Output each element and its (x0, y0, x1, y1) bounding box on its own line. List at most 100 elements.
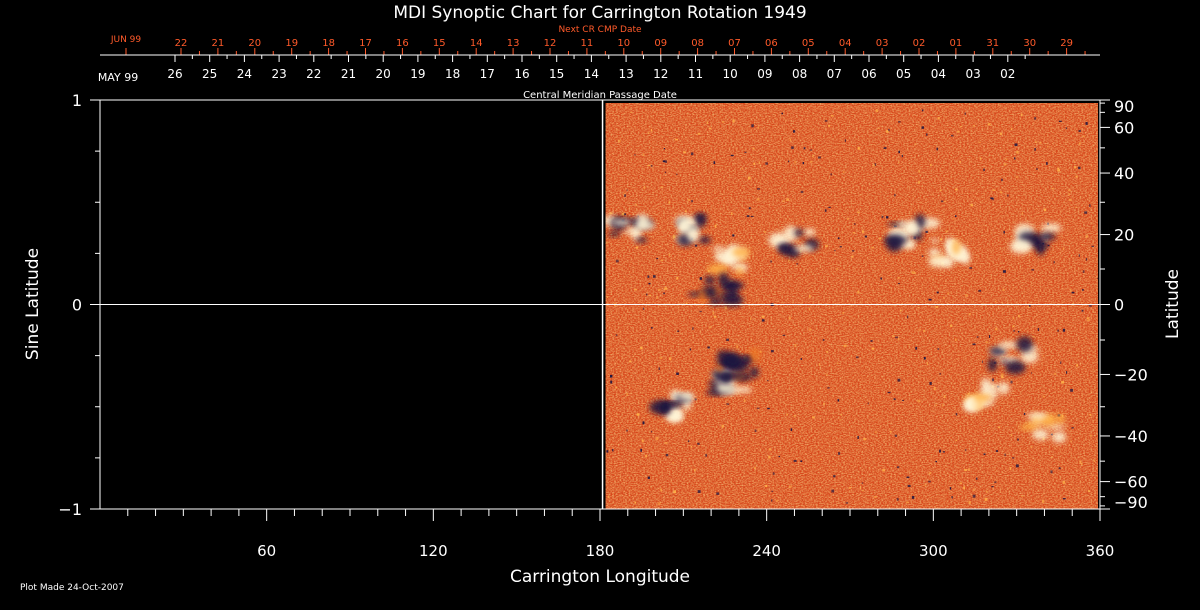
network-speck (1017, 438, 1019, 441)
network-speck (891, 335, 895, 337)
network-speck (749, 317, 752, 320)
network-speck (842, 311, 844, 314)
network-speck (765, 484, 768, 488)
network-speck (968, 468, 970, 471)
cmp-date-label: 13 (618, 67, 633, 81)
network-speck (871, 347, 875, 350)
network-speck (995, 327, 998, 331)
network-speck (699, 310, 702, 313)
polarity-patch (778, 244, 788, 252)
network-speck (1002, 270, 1006, 273)
network-speck (664, 442, 668, 444)
network-speck (642, 153, 645, 157)
next-cr-date-label: 12 (544, 38, 557, 49)
active-region (963, 377, 1010, 412)
network-speck (1014, 143, 1018, 147)
next-cr-date-label: 03 (876, 38, 889, 49)
network-speck (606, 241, 608, 245)
network-speck (676, 277, 679, 280)
network-speck (852, 232, 855, 234)
network-speck (694, 398, 697, 401)
network-speck (792, 130, 796, 133)
network-speck (694, 244, 698, 247)
next-cr-date-label: 18 (322, 38, 335, 49)
network-speck (989, 335, 991, 338)
network-speck (1010, 128, 1013, 130)
polarity-patch (783, 225, 799, 242)
network-speck (943, 200, 947, 202)
network-speck (684, 210, 687, 213)
network-speck (888, 128, 890, 132)
network-speck (937, 117, 940, 120)
network-speck (840, 413, 843, 416)
polarity-patch (1041, 223, 1062, 233)
cmp-date-label: 05 (896, 67, 911, 81)
network-speck (1069, 288, 1072, 292)
polarity-patch (679, 392, 694, 400)
network-speck (1043, 395, 1045, 398)
network-speck (1027, 306, 1030, 308)
network-speck (881, 215, 884, 219)
network-speck (760, 351, 762, 353)
polarity-patch (989, 346, 1006, 356)
network-speck (939, 372, 941, 375)
network-speck (935, 404, 937, 406)
network-speck (831, 489, 835, 493)
network-speck (911, 271, 915, 274)
network-speck (1071, 291, 1075, 294)
next-cr-month-label: JUN 99 (110, 35, 142, 45)
polarity-patch (687, 227, 700, 243)
network-speck (896, 466, 900, 469)
y-right-tick-label: 60 (1114, 118, 1134, 137)
network-speck (822, 339, 825, 341)
network-speck (713, 315, 717, 318)
network-speck (1062, 247, 1064, 251)
network-speck (1051, 187, 1054, 190)
network-speck (1078, 254, 1080, 257)
network-speck (1062, 328, 1066, 332)
network-speck (949, 487, 952, 490)
active-region (1018, 412, 1067, 443)
network-speck (857, 435, 859, 439)
network-speck (788, 316, 791, 320)
cmp-date-label: 07 (827, 67, 842, 81)
network-speck (808, 308, 811, 311)
network-speck (714, 224, 717, 228)
network-speck (933, 387, 936, 390)
polarity-patch (942, 257, 954, 268)
network-speck (1035, 141, 1037, 143)
polarity-patch (1051, 431, 1067, 443)
network-speck (643, 186, 646, 189)
network-speck (650, 430, 653, 433)
network-speck (951, 496, 953, 499)
next-cr-date-label: 21 (212, 38, 225, 49)
x-tick-label: 300 (919, 542, 948, 560)
network-speck (647, 275, 650, 278)
cmp-date-label: 11 (688, 67, 703, 81)
y-left-tick-label: 1 (72, 91, 82, 110)
network-speck (645, 454, 647, 458)
network-speck (1001, 375, 1004, 378)
network-speck (973, 124, 975, 127)
network-speck (1089, 414, 1092, 416)
network-speck (1058, 467, 1061, 470)
network-speck (1046, 162, 1048, 165)
x-tick-label: 360 (1086, 542, 1115, 560)
network-speck (643, 307, 645, 310)
network-speck (1089, 204, 1091, 207)
network-speck (906, 476, 910, 479)
polarity-patch (1004, 360, 1026, 375)
network-speck (943, 395, 946, 398)
network-speck (1020, 113, 1023, 117)
network-speck (1000, 178, 1003, 182)
network-speck (1062, 481, 1066, 484)
network-speck (936, 291, 939, 294)
network-speck (870, 340, 873, 342)
network-speck (861, 482, 864, 484)
network-speck (768, 448, 772, 451)
network-speck (1034, 148, 1036, 151)
network-speck (1007, 194, 1009, 197)
network-speck (857, 147, 860, 150)
network-speck (837, 362, 839, 364)
network-speck (705, 453, 707, 457)
